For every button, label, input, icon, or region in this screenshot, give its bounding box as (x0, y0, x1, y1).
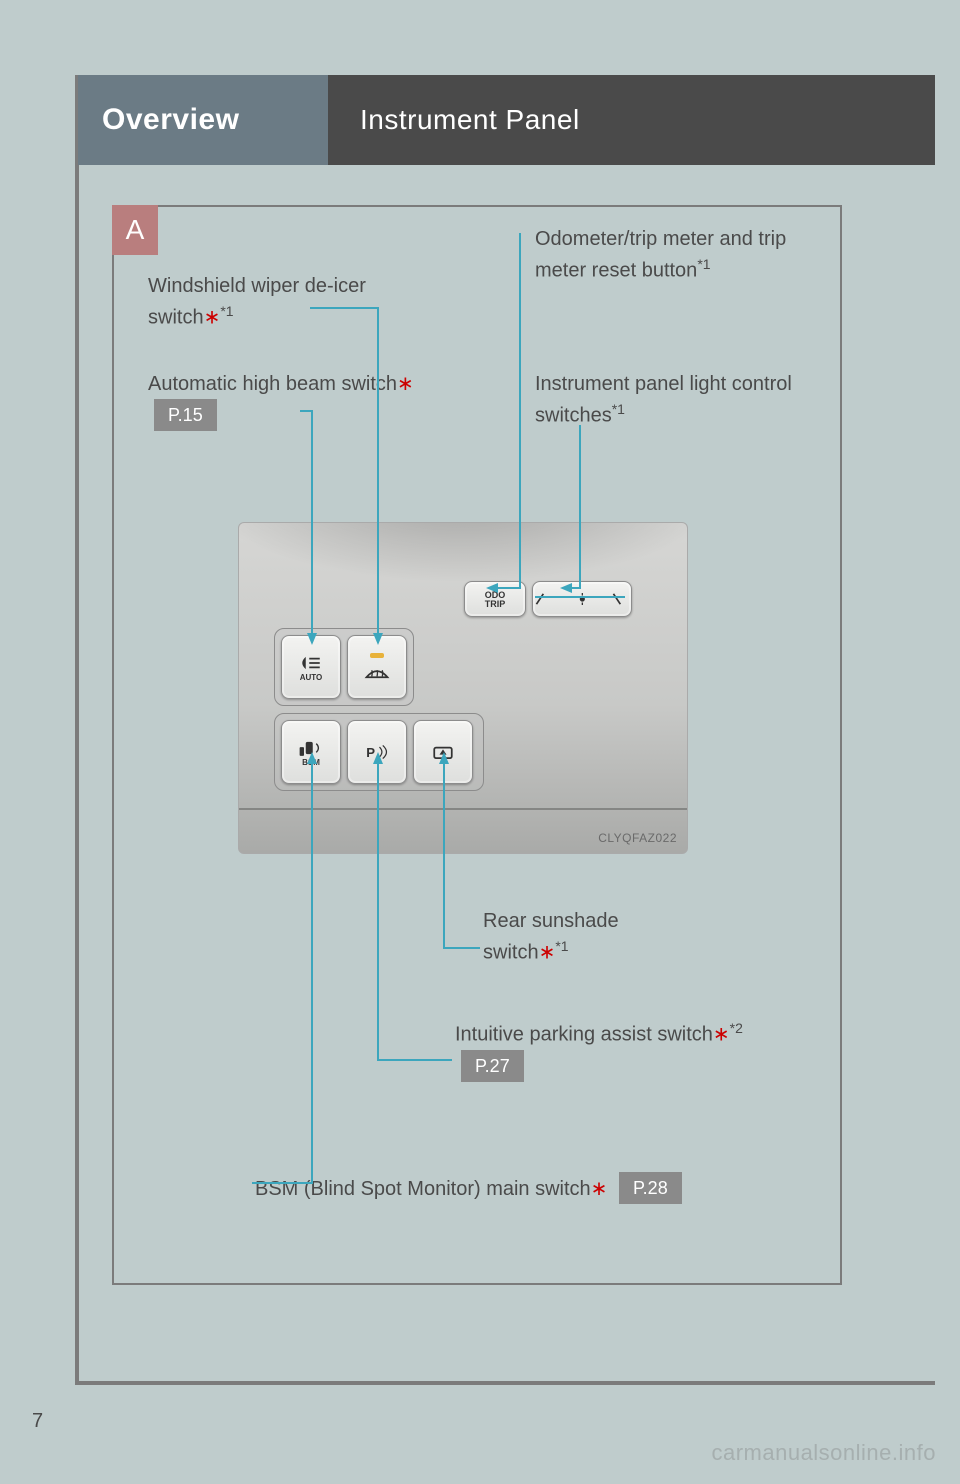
parking-assist-button: P (347, 720, 407, 784)
asterisk: ∗ (397, 373, 414, 395)
asterisk: ∗ (713, 1024, 730, 1046)
odo-trip-button: ODO TRIP (464, 581, 526, 617)
page-number: 7 (32, 1410, 43, 1433)
page-header: Overview Instrument Panel (78, 75, 935, 165)
label-windshield-wiper-deicer: Windshield wiper de-icer switch∗*1 (148, 272, 388, 333)
page-ref: P.27 (461, 1050, 524, 1082)
svg-text:P: P (366, 745, 375, 760)
header-section: Overview (78, 75, 328, 165)
label-parking-assist: Intuitive parking assist switch∗*2 P.27 (455, 1018, 775, 1082)
light-control-buttons (532, 581, 632, 617)
diagram-code: CLYQFAZ022 (598, 831, 677, 845)
header-title: Instrument Panel (328, 75, 935, 165)
asterisk: ∗ (204, 307, 221, 329)
label-rear-sunshade: Rear sunshade switch∗*1 (483, 907, 703, 968)
deicer-button (347, 635, 407, 699)
label-bsm: BSM (Blind Spot Monitor) main switch∗ P.… (255, 1172, 775, 1204)
asterisk: ∗ (539, 942, 556, 964)
label-auto-high-beam: Automatic high beam switch∗ P.15 (148, 370, 428, 431)
sunshade-button (413, 720, 473, 784)
label-odometer: Odometer/trip meter and trip meter reset… (535, 225, 825, 286)
page-ref: P.28 (619, 1172, 682, 1204)
page-ref: P.15 (154, 399, 217, 431)
label-light-control: Instrument panel light control switches*… (535, 370, 825, 431)
asterisk: ∗ (591, 1178, 608, 1200)
section-letter-badge: A (112, 205, 158, 255)
dashboard-diagram: ODO TRIP AUTO BSM P CLYQFAZ022 (238, 522, 688, 854)
bsm-button: BSM (281, 720, 341, 784)
auto-high-beam-button: AUTO (281, 635, 341, 699)
watermark: carmanualsonline.info (711, 1440, 936, 1466)
